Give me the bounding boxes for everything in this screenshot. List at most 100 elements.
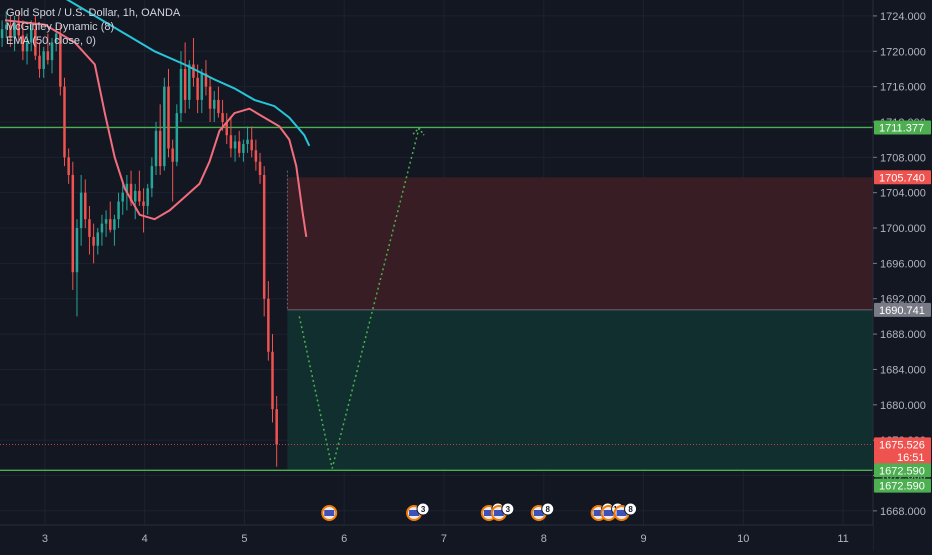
candle-down [142, 201, 145, 206]
candle-down [84, 192, 87, 220]
candle-down [46, 51, 50, 61]
candle-up [175, 113, 179, 162]
price-axis[interactable]: 1724.0001720.0001716.0001712.0001708.000… [872, 0, 932, 550]
price-label-badge [874, 302, 931, 317]
price-tick-label: 1720.000 [880, 46, 926, 58]
candle-down [262, 175, 266, 299]
event-flag-mark [483, 510, 494, 516]
price-label-badge [874, 170, 931, 185]
candle-up [125, 183, 129, 193]
candles [0, 11, 278, 467]
candle-up [29, 29, 33, 43]
price-tick-label: 1724.000 [880, 11, 926, 23]
candle-up [0, 29, 4, 39]
candle-down [9, 24, 12, 39]
candle-up [213, 99, 216, 109]
price-tick-label: 1716.000 [880, 82, 926, 94]
time-tick-label: 5 [241, 533, 247, 545]
candle-down [275, 409, 278, 445]
candle-down [59, 33, 62, 87]
event-flag-mark [616, 510, 627, 516]
candle-up [54, 33, 58, 43]
candle-up [150, 166, 154, 189]
take-profit-zone [287, 309, 874, 471]
event-flag-mark [593, 510, 604, 516]
candle-up [117, 201, 120, 220]
time-tick-label: 8 [541, 533, 547, 545]
candle-up [188, 64, 191, 100]
candle-up [50, 42, 54, 61]
price-tick-label: 1700.000 [880, 223, 926, 235]
event-markers[interactable]: 32385148 [321, 502, 638, 521]
candle-up [179, 68, 183, 114]
price-label-text: 1690.741 [879, 305, 925, 317]
indicator-mcginley-label[interactable]: McGinley Dynamic (8) [6, 21, 115, 33]
time-tick-label: 7 [441, 533, 447, 545]
event-count-text: 3 [506, 505, 511, 514]
time-axis[interactable]: 3 4 5 6 7 8 9 10 11 [0, 524, 873, 550]
candle-down [183, 68, 187, 100]
candle-up [42, 51, 45, 69]
event-flag-mark [533, 510, 544, 516]
price-label-text: 1675.526 [879, 439, 925, 451]
projected-path-arrow [412, 127, 425, 136]
price-label-text: 1672.590 [879, 465, 925, 477]
candle-down [254, 150, 258, 162]
candle-down [17, 22, 20, 36]
candle-down [21, 35, 25, 52]
candle-down [63, 86, 66, 158]
candle-down [229, 135, 233, 149]
candle-down [196, 77, 199, 100]
price-label-badge [874, 437, 931, 452]
symbol-title[interactable]: Gold Spot / U.S. Dollar, 1h, OANDA [6, 7, 181, 19]
time-tick-label: 4 [142, 533, 148, 545]
mcginley-line [4, 19, 308, 238]
candle-down [38, 55, 41, 69]
price-tick-label: 1696.000 [880, 258, 926, 270]
candle-up [146, 188, 149, 206]
event-flag-mark [409, 510, 420, 516]
event-count-badge [501, 502, 515, 516]
candle-up [133, 190, 137, 202]
event-flag-mark [324, 510, 335, 516]
horizontal-levels[interactable] [0, 126, 873, 471]
candle-up [154, 130, 158, 167]
event-count-text: 8 [628, 505, 633, 514]
candle-down [217, 99, 220, 114]
event-count-badge [416, 502, 430, 516]
price-tick-label: 1708.000 [880, 152, 926, 164]
candle-up [242, 144, 245, 153]
projected-path-line [298, 128, 420, 469]
candle-down [67, 157, 70, 175]
time-tick-label: 9 [640, 533, 646, 545]
stop-loss-zone [287, 177, 874, 310]
candle-down [92, 236, 95, 246]
candle-up [79, 192, 83, 229]
price-label-text: 1672.590 [879, 481, 925, 493]
candle-up [233, 141, 237, 149]
candle-up [104, 219, 108, 224]
candle-up [96, 232, 100, 246]
ema-50-line [65, 0, 311, 147]
candle-up [113, 219, 116, 230]
candle-down [88, 219, 91, 237]
candle-up [200, 73, 204, 100]
time-axis-bg [0, 525, 873, 550]
price-tick-label: 1692.000 [880, 294, 926, 306]
indicator-ema-label[interactable]: EMA (50, close, 0) [6, 35, 96, 47]
price-label-text: 1705.740 [879, 172, 925, 184]
time-tick-label: 11 [837, 533, 848, 545]
price-tick-label: 1704.000 [880, 188, 926, 200]
candle-down [34, 29, 37, 56]
candle-down [258, 161, 262, 175]
candle-down [250, 139, 253, 151]
indicator-lines [4, 0, 311, 238]
candle-down [71, 175, 75, 273]
chart-legend: Gold Spot / U.S. Dollar, 1h, OANDA McGin… [6, 6, 180, 48]
event-flag-mark [603, 510, 614, 516]
candle-up [121, 192, 124, 202]
candle-down [237, 141, 241, 153]
candle-down [267, 298, 270, 352]
